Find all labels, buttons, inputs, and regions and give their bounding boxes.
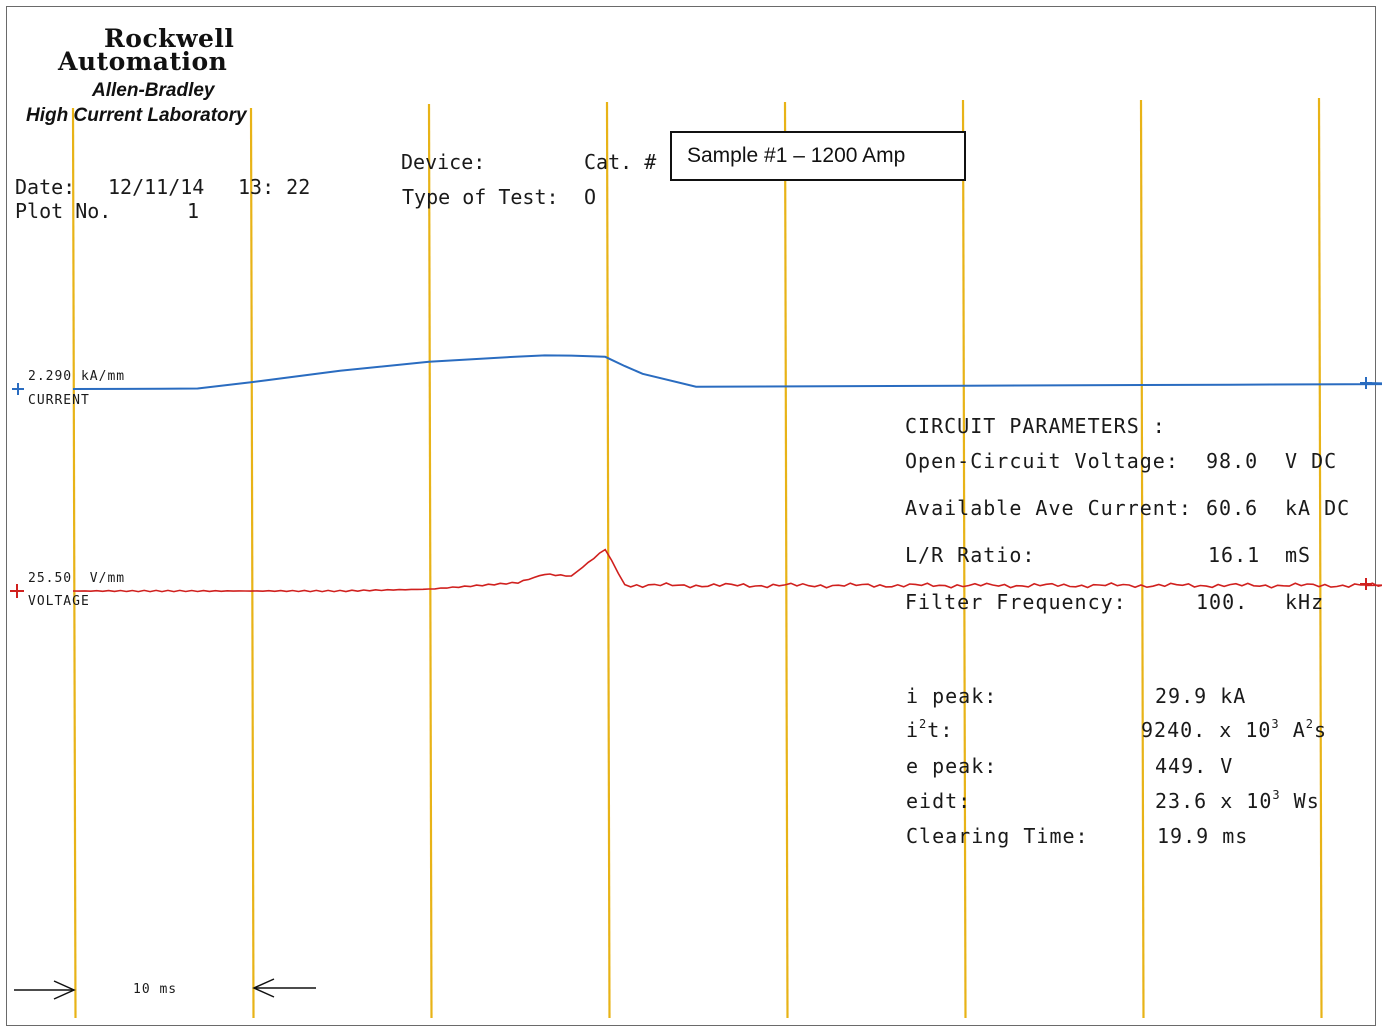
e-peak-label: e peak: xyxy=(906,754,998,778)
lr-ratio-unit: mS xyxy=(1285,543,1312,567)
time-grid-line xyxy=(961,99,967,1019)
date-value: 12/11/14 xyxy=(108,175,205,199)
clearing-time-label: Clearing Time: xyxy=(906,824,1089,848)
time-grid-line xyxy=(249,107,255,1019)
company-name-line2: Automation xyxy=(58,47,228,76)
available-current-unit: kA DC xyxy=(1285,496,1351,520)
plot-number-label: Plot No. xyxy=(15,199,112,223)
ocv-label: Open-Circuit Voltage: xyxy=(905,449,1179,473)
voltage-trace-label: VOLTAGE xyxy=(28,594,90,609)
lab-name: High Current Laboratory xyxy=(26,105,247,126)
sample-label-box: Sample #1 – 1200 Amp xyxy=(670,131,966,181)
i-peak-value: 29.9 kA xyxy=(1155,684,1247,708)
current-baseline-markers xyxy=(12,377,1372,395)
lr-ratio-label: L/R Ratio: xyxy=(905,543,1036,567)
circuit-params-title: CIRCUIT PARAMETERS : xyxy=(905,414,1166,438)
date-label: Date: xyxy=(15,175,76,199)
available-current-value: 60.6 xyxy=(1206,496,1259,520)
eidt-value: 23.6 x 103 Ws xyxy=(1155,788,1320,813)
time-grid-line xyxy=(1139,99,1145,1019)
lr-ratio-value: 16.1 xyxy=(1208,543,1261,567)
time-grid-line xyxy=(71,107,77,1019)
time-scale-arrows xyxy=(14,978,316,1000)
e-peak-value: 449. V xyxy=(1155,754,1234,778)
plot-number-value: 1 xyxy=(187,199,200,223)
clearing-time-value: 19.9 ms xyxy=(1157,824,1249,848)
test-type-label: Type of Test: xyxy=(402,185,559,209)
available-current-label: Available Ave Current: xyxy=(905,496,1192,520)
test-type-value: O xyxy=(584,185,597,209)
filter-frequency-value: 100. xyxy=(1196,590,1249,614)
voltage-baseline-markers xyxy=(10,578,1372,598)
cat-number-label: Cat. # xyxy=(584,150,657,174)
voltage-scale-label: 25.50 V/mm xyxy=(28,571,126,586)
time-grid xyxy=(71,97,1323,1019)
filter-frequency-unit: kHz xyxy=(1285,590,1325,614)
company-name-line1: Rockwell xyxy=(104,24,235,53)
time-scale-label: 10 ms xyxy=(133,982,178,997)
filter-frequency-label: Filter Frequency: xyxy=(905,590,1127,614)
time-value: 13: 22 xyxy=(238,175,311,199)
i2t-label: i2t: xyxy=(906,717,954,742)
ocv-unit: V DC xyxy=(1285,449,1338,473)
voltage-trace-line xyxy=(72,548,1382,593)
current-scale-label: 2.290 kA/mm xyxy=(28,369,126,384)
eidt-label: eidt: xyxy=(906,789,972,813)
ocv-value: 98.0 xyxy=(1206,449,1259,473)
current-trace-label: CURRENT xyxy=(28,393,90,408)
traces xyxy=(10,354,1382,598)
time-grid-line xyxy=(427,103,433,1019)
i-peak-label: i peak: xyxy=(906,684,998,708)
device-label: Device: xyxy=(401,150,486,174)
time-grid-line xyxy=(1317,97,1323,1019)
i2t-value: 9240. x 103 A2s xyxy=(1141,717,1328,742)
time-grid-line xyxy=(783,101,789,1019)
brand-name: Allen-Bradley xyxy=(92,80,215,101)
current-trace-line xyxy=(72,354,1382,390)
time-grid-line xyxy=(605,101,611,1019)
